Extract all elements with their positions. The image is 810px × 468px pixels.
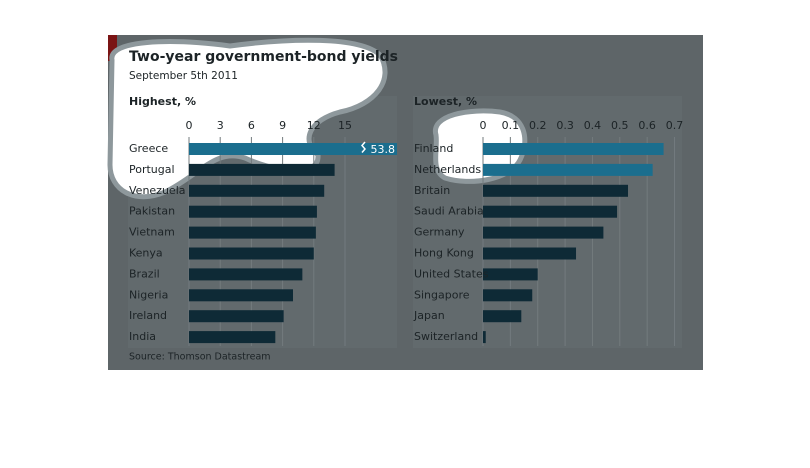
bar	[483, 289, 533, 302]
bar	[189, 289, 293, 302]
x-tick-label: 0.6	[638, 119, 656, 132]
bar	[189, 143, 397, 155]
bar	[189, 331, 276, 344]
y-tick-label: Greece	[129, 142, 168, 155]
subtitle: September 5th 2011	[129, 70, 238, 82]
y-tick-label: Venezuela	[129, 184, 186, 197]
x-tick-label: 6	[248, 119, 255, 132]
y-tick-label: Switzerland	[414, 330, 478, 343]
y-tick-label: Finland	[414, 142, 453, 155]
bar	[189, 247, 314, 260]
y-tick-label: Nigeria	[129, 288, 168, 301]
bar	[189, 268, 303, 281]
x-tick-label: 0.4	[584, 119, 602, 132]
x-tick-label: 0.3	[556, 119, 574, 132]
bar	[483, 184, 629, 197]
y-tick-label: Japan	[413, 309, 445, 322]
source: Source: Thomson Datastream	[129, 352, 271, 363]
y-tick-label: Portugal	[129, 163, 175, 176]
chart-title: Two-year government-bond yields	[129, 49, 398, 65]
bar	[483, 143, 664, 155]
y-tick-label: Ireland	[129, 309, 167, 322]
bar	[483, 268, 538, 281]
y-tick-label: India	[129, 330, 156, 343]
y-tick-label: Netherlands	[414, 163, 481, 176]
bars	[483, 143, 664, 344]
x-tick-label: 12	[307, 119, 321, 132]
bar	[189, 205, 317, 218]
panel-title: Lowest, %	[414, 95, 477, 108]
x-tick-label: 0.1	[502, 119, 520, 132]
highlight-blob	[107, 37, 388, 200]
x-tick-label: 3	[217, 119, 224, 132]
y-tick-label: Singapore	[414, 288, 470, 301]
bar	[483, 205, 618, 218]
bar	[189, 226, 316, 239]
bar	[189, 163, 335, 176]
y-tick-label: Kenya	[129, 247, 163, 260]
x-tick-label: 0.5	[611, 119, 629, 132]
bar	[483, 226, 604, 239]
y-tick-label: Saudi Arabia	[414, 205, 484, 218]
x-tick-label: 9	[279, 119, 286, 132]
y-tick-label: Vietnam	[129, 226, 175, 239]
x-tick-label: 0.7	[666, 119, 684, 132]
bar	[483, 331, 486, 344]
red-tab	[108, 35, 117, 61]
bar	[189, 184, 325, 197]
x-tick-label: 0	[480, 119, 487, 132]
bar	[483, 247, 577, 260]
y-tick-label: Hong Kong	[414, 247, 474, 260]
value-label: 53.8	[371, 143, 396, 156]
bar	[483, 310, 522, 323]
highlight-blob	[433, 108, 528, 184]
y-tick-label: Germany	[414, 226, 465, 239]
bars	[189, 143, 397, 344]
bar-break	[361, 141, 366, 153]
y-tick-label: United States	[414, 267, 489, 280]
y-tick-label: Pakistan	[129, 205, 175, 218]
y-tick-label: Brazil	[129, 267, 160, 280]
x-tick-label: 0	[186, 119, 193, 132]
bar	[189, 310, 284, 323]
bar	[483, 163, 653, 176]
panel-title: Highest, %	[129, 95, 196, 108]
x-tick-label: 15	[338, 119, 352, 132]
y-tick-label: Britain	[414, 184, 450, 197]
x-tick-label: 0.2	[529, 119, 547, 132]
